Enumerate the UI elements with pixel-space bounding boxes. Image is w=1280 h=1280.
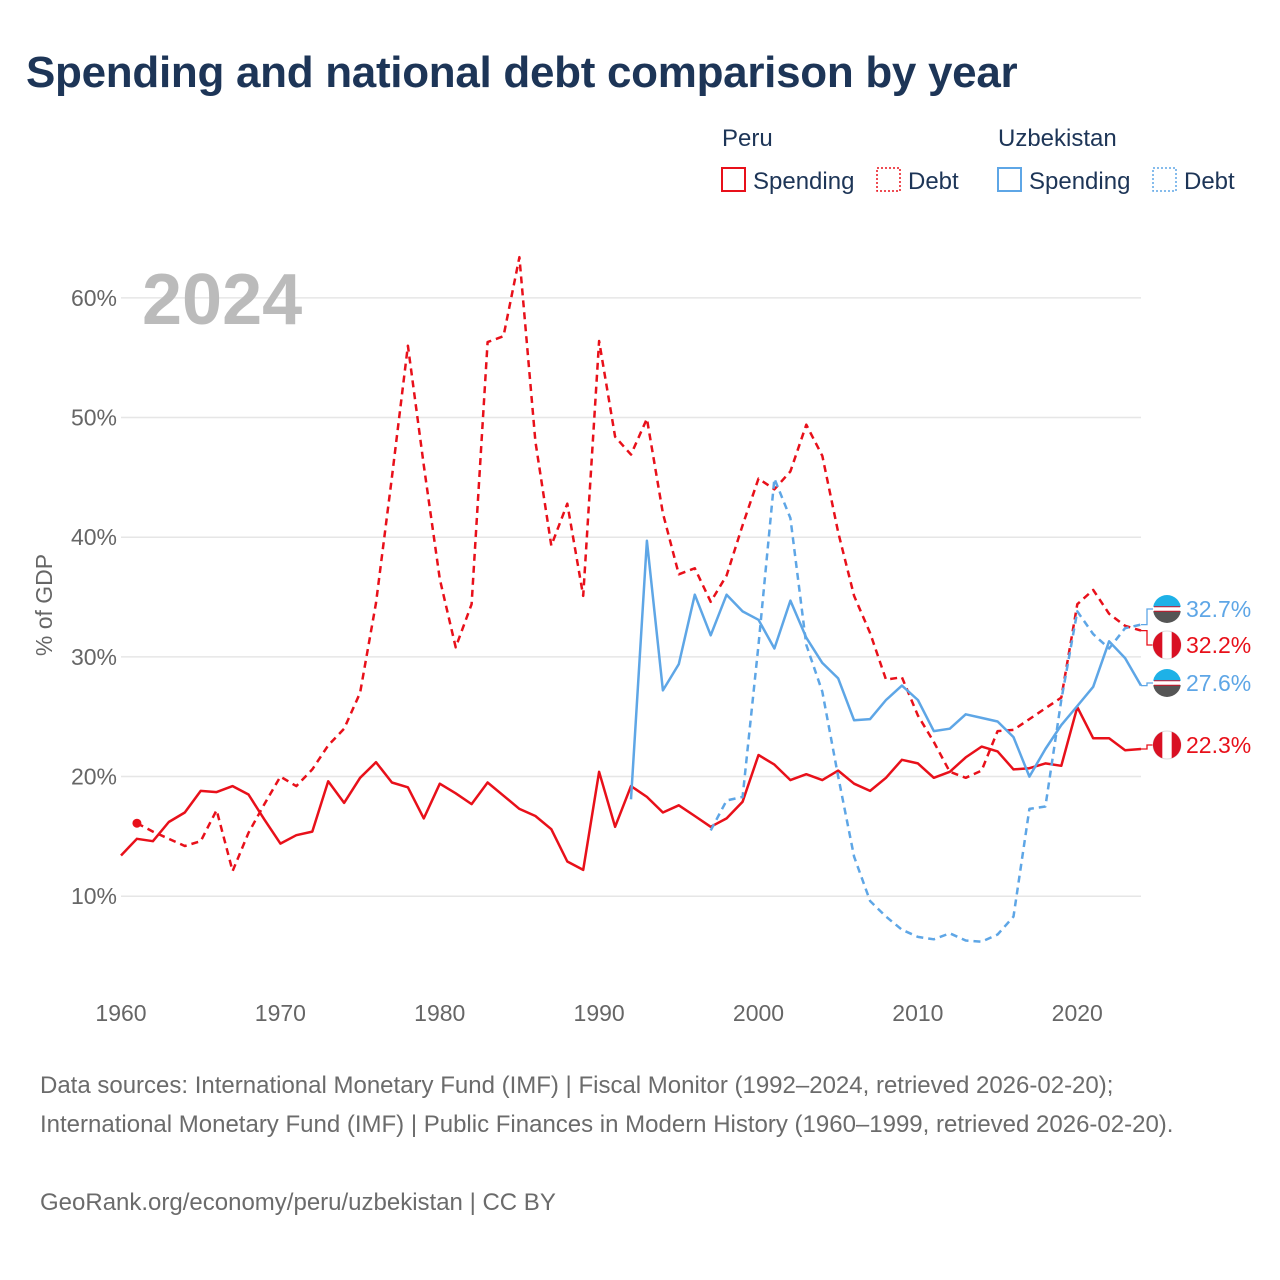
y-axis-label: % of GDP: [31, 554, 57, 656]
end-label-value: 27.6%: [1186, 670, 1251, 696]
end-labels: 32.7% 32.2% 27.6% 22.3%: [1141, 595, 1251, 760]
y-tick-label: 50%: [71, 405, 117, 431]
legend-group-peru: Peru Spending Debt: [721, 125, 959, 195]
series-lines: [120, 255, 1143, 943]
end-label-value: 22.3%: [1186, 732, 1251, 758]
x-tick-label: 2010: [892, 1000, 943, 1026]
label-connector: [1141, 608, 1153, 626]
y-tick-label: 20%: [71, 764, 117, 790]
series-start-point: [132, 818, 142, 828]
uzbekistan-flag-top-band: [1153, 669, 1181, 683]
year-watermark-group: 2024: [142, 260, 302, 340]
x-tick-label: 2000: [733, 1000, 784, 1026]
legend-group-title: Peru: [722, 125, 773, 152]
end-label-uzbekistan: 27.6%: [1141, 669, 1251, 697]
legend-item-label: Spending: [1029, 168, 1130, 195]
uzbekistan-flag-white-band: [1153, 606, 1181, 612]
x-tick-label: 1990: [574, 1000, 625, 1026]
end-label-value: 32.7%: [1186, 596, 1251, 622]
grid-lines: [121, 297, 1141, 897]
uzbekistan-flag-bottom-band: [1153, 683, 1181, 697]
uzbekistan-flag-white-band: [1153, 680, 1181, 686]
uzbekistan-debt-line: [709, 477, 1142, 943]
legend-swatch-debt: [876, 167, 901, 192]
end-label-uzbekistan: 32.7%: [1141, 595, 1251, 626]
peru-flag-right-band: [1171, 731, 1182, 759]
line-chart: Peru Spending Debt Uzbekistan Spending Debt 2…: [31, 125, 1251, 1026]
end-label-peru: 32.2%: [1141, 629, 1251, 660]
y-tick-label: 60%: [71, 285, 117, 311]
peru-flag-left-band: [1152, 731, 1163, 759]
x-tick-label: 2020: [1052, 1000, 1103, 1026]
y-axis-ticks: 10% 20% 30% 40% 50% 60%: [71, 285, 117, 909]
uzbekistan-flag-top-band: [1153, 595, 1181, 609]
label-connector: [1141, 629, 1153, 646]
credit-link[interactable]: GeoRank.org/economy/peru/uzbekistan | CC…: [40, 1189, 556, 1216]
y-tick-label: 30%: [71, 644, 117, 670]
y-tick-label: 10%: [71, 883, 117, 909]
legend-item-label: Spending: [753, 168, 854, 195]
peru-flag-left-band: [1152, 631, 1163, 659]
end-label-peru: 22.3%: [1141, 730, 1251, 760]
peru-flag-right-band: [1171, 631, 1182, 659]
uzbekistan-flag-bottom-band: [1153, 609, 1181, 623]
legend-item-label: Debt: [1184, 168, 1235, 195]
legend: Peru Spending Debt Uzbekistan Spending Debt: [721, 125, 1235, 195]
label-connector: [1141, 744, 1153, 750]
legend-group-uzbekistan: Uzbekistan Spending Debt: [997, 125, 1235, 195]
peru-debt-line: [136, 255, 1142, 873]
legend-swatch-spending: [721, 167, 746, 192]
legend-item-label: Debt: [908, 168, 959, 195]
uzbekistan-spending-line: [629, 539, 1143, 800]
chart-title: Spending and national debt comparison by…: [26, 48, 1018, 97]
year-watermark: 2024: [142, 260, 302, 340]
x-tick-label: 1980: [414, 1000, 465, 1026]
legend-swatch-debt: [1152, 167, 1177, 192]
x-tick-label: 1970: [255, 1000, 306, 1026]
x-axis-ticks: 1960 1970 1980 1990 2000 2010 2020: [95, 1000, 1102, 1026]
legend-group-title: Uzbekistan: [998, 125, 1117, 152]
x-tick-label: 1960: [95, 1000, 146, 1026]
data-sources: Data sources: International Monetary Fun…: [40, 1072, 1174, 1138]
y-axis-label-group: % of GDP: [31, 554, 57, 656]
legend-swatch-spending: [997, 167, 1022, 192]
y-tick-label: 40%: [71, 524, 117, 550]
label-connector: [1141, 682, 1153, 687]
end-label-value: 32.2%: [1186, 632, 1251, 658]
